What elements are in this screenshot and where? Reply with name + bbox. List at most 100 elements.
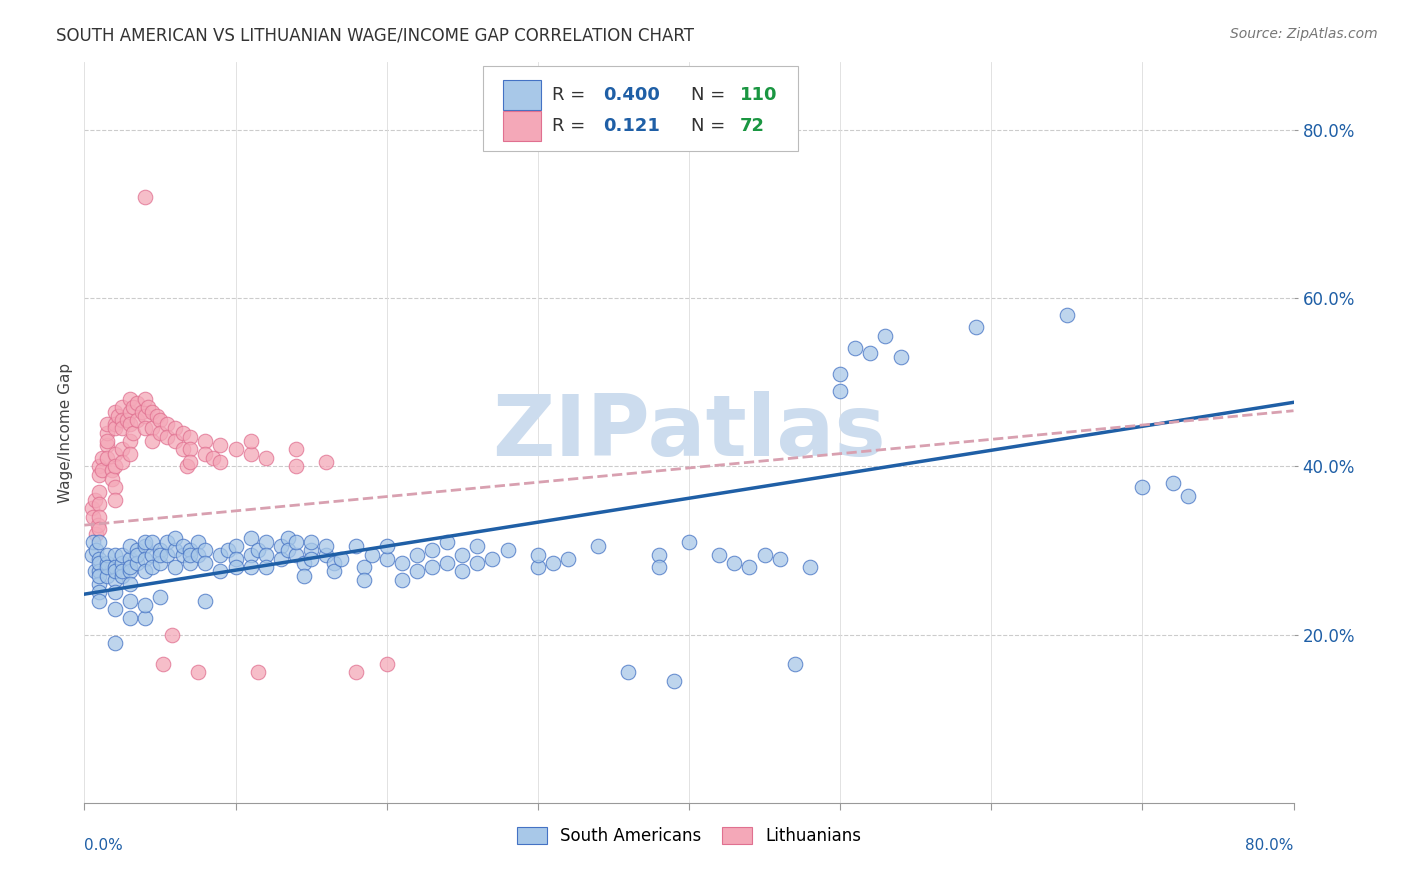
Point [91, 463, 114, 477]
Point [100, 463, 122, 477]
Point [100, 472, 122, 486]
Point [353, 573, 375, 587]
Point [134, 190, 156, 204]
Point [270, 539, 292, 553]
Point [134, 539, 156, 553]
Point [738, 560, 761, 574]
Point [285, 535, 308, 549]
Point [84, 492, 107, 507]
Point [134, 535, 156, 549]
Point [118, 392, 141, 406]
Point [118, 434, 141, 448]
Text: 0.121: 0.121 [603, 117, 659, 135]
Point [111, 401, 134, 415]
Point [254, 535, 277, 549]
Point [89, 535, 111, 549]
Point [89, 484, 111, 499]
Point [179, 556, 201, 570]
Point [118, 539, 141, 553]
Text: N =: N = [692, 86, 731, 104]
Point [111, 421, 134, 435]
Point [89, 565, 111, 579]
Point [149, 425, 172, 440]
Point [225, 560, 247, 574]
Point [420, 543, 443, 558]
Point [1177, 489, 1199, 503]
Point [299, 551, 322, 566]
Point [160, 627, 183, 641]
Point [830, 367, 852, 381]
Point [149, 413, 172, 427]
Point [141, 434, 163, 448]
Point [194, 447, 217, 461]
Point [648, 548, 671, 562]
Point [149, 590, 172, 604]
Point [527, 560, 550, 574]
Point [121, 401, 143, 415]
Point [134, 409, 156, 423]
Point [353, 560, 375, 574]
Point [239, 531, 262, 545]
Point [391, 573, 413, 587]
Point [830, 384, 852, 398]
Point [451, 565, 474, 579]
Text: 80.0%: 80.0% [1246, 838, 1294, 853]
Point [859, 345, 882, 359]
Point [82, 509, 104, 524]
FancyBboxPatch shape [503, 112, 541, 141]
Point [451, 548, 474, 562]
Point [254, 450, 277, 465]
Point [89, 585, 111, 599]
Point [156, 548, 179, 562]
Point [118, 551, 141, 566]
Point [111, 413, 134, 427]
Point [134, 551, 156, 566]
Point [96, 425, 118, 440]
Point [375, 551, 398, 566]
Point [172, 442, 194, 457]
Point [141, 560, 163, 574]
Point [104, 492, 127, 507]
Point [217, 543, 239, 558]
Point [201, 450, 224, 465]
Point [104, 560, 127, 574]
Point [617, 665, 640, 680]
Point [111, 455, 134, 469]
Point [723, 556, 745, 570]
Point [1056, 308, 1078, 322]
Point [104, 565, 127, 579]
Point [107, 409, 129, 423]
Point [111, 565, 134, 579]
Point [209, 455, 232, 469]
Point [80, 548, 103, 562]
Point [146, 409, 169, 423]
Point [172, 425, 194, 440]
Point [315, 548, 337, 562]
Point [118, 577, 141, 591]
Point [225, 442, 247, 457]
Legend: South Americans, Lithuanians: South Americans, Lithuanians [509, 819, 869, 854]
Point [165, 543, 187, 558]
Point [89, 497, 111, 511]
Point [127, 396, 149, 410]
Point [96, 548, 118, 562]
Point [225, 539, 247, 553]
Text: Source: ZipAtlas.com: Source: ZipAtlas.com [1230, 27, 1378, 41]
Point [406, 565, 429, 579]
Text: R =: R = [553, 86, 592, 104]
Point [179, 430, 201, 444]
Text: R =: R = [553, 117, 598, 135]
Point [315, 455, 337, 469]
Point [467, 556, 489, 570]
Point [118, 447, 141, 461]
Point [89, 594, 111, 608]
Point [111, 556, 134, 570]
Point [315, 539, 337, 553]
Point [209, 565, 232, 579]
Point [194, 434, 217, 448]
Point [285, 459, 308, 474]
Point [225, 551, 247, 566]
Point [285, 548, 308, 562]
Point [118, 560, 141, 574]
Point [127, 543, 149, 558]
